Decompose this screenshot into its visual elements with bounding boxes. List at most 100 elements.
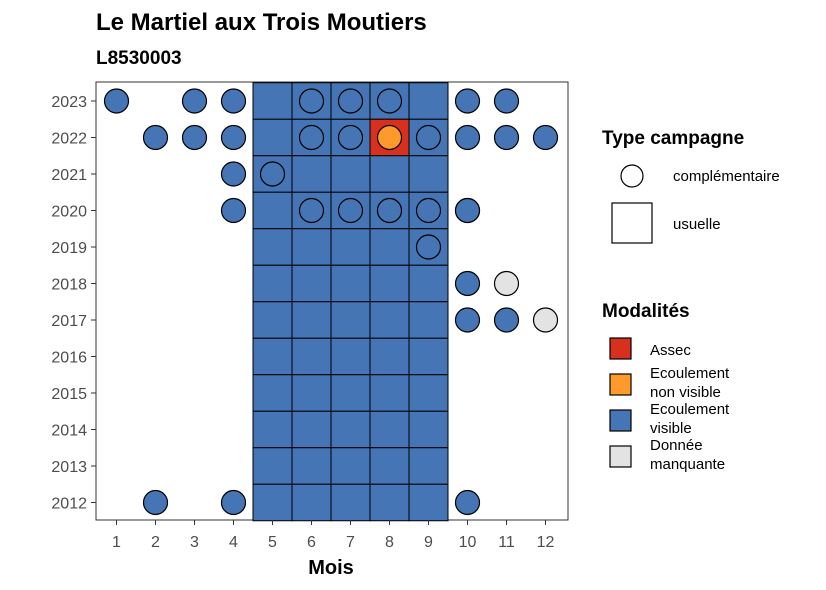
tile-2013-8 (369, 447, 410, 485)
y-tick-label-2019: 2019 (51, 240, 87, 257)
circle-2022-11-16 (493, 124, 520, 151)
circle-2020-10-27 (454, 197, 481, 224)
tile-2015-6 (291, 374, 332, 412)
tile-2014-6 (291, 410, 332, 449)
legend-shape-label-complementaire: complémentaire (673, 168, 780, 185)
tile-2013-6 (291, 447, 332, 485)
tile-2022-5 (252, 118, 293, 157)
tile-2013-9 (408, 447, 449, 485)
y-tick-label-2017: 2017 (51, 313, 87, 330)
circle-2022-2-8 (142, 124, 169, 151)
legend-type-campagne: Type campagne complémentaire usuelle (602, 128, 780, 244)
circle-2021-5-19 (259, 161, 286, 187)
circle-2017-11-32 (493, 307, 520, 333)
tile-2014-7 (330, 410, 371, 449)
tile-2013-5 (252, 447, 293, 485)
x-tick-label-11: 11 (498, 534, 515, 551)
tile-2015-8 (369, 374, 410, 412)
x-tick-label-3: 3 (190, 534, 199, 551)
circle-2020-7-22 (337, 197, 364, 224)
circle-2021-4-18 (220, 161, 247, 187)
tile-2018-9 (408, 264, 449, 303)
tile-2018-5 (252, 264, 293, 303)
x-tick-label-12: 12 (537, 534, 555, 551)
tile-2020-5 (252, 191, 293, 230)
tile-2017-8 (369, 301, 410, 339)
legend-shape-label-usuelle: usuelle (673, 216, 721, 233)
tile-2015-7 (330, 374, 371, 412)
tile-2014-8 (369, 410, 410, 449)
tile-2017-5 (252, 301, 293, 339)
y-tick-label-2016: 2016 (51, 350, 87, 367)
tile-2012-6 (291, 483, 332, 522)
y-tick-label-2012: 2012 (51, 496, 87, 513)
circle-2020-6-21 (298, 197, 325, 224)
circle-2022-9-14 (415, 124, 442, 151)
tile-2016-8 (369, 337, 410, 376)
circle-2023-7-4 (337, 88, 364, 114)
tile-2023-9 (408, 82, 449, 120)
legend-fill-title: Modalités (602, 301, 690, 322)
y-tick-label-2013: 2013 (51, 459, 87, 476)
tile-2021-6 (291, 155, 332, 193)
tile-2019-7 (330, 228, 371, 266)
legend-key-nonvisible (609, 373, 632, 396)
tile-2017-7 (330, 301, 371, 339)
legend-key-manquante (609, 445, 632, 468)
circle-2022-10-15 (454, 124, 481, 151)
tile-2019-5 (252, 228, 293, 266)
legend-label-nonvisible-line-2: non visible (650, 384, 721, 401)
y-tick-label-2018: 2018 (51, 277, 87, 294)
tile-2019-8 (369, 228, 410, 266)
x-tick-label-4: 4 (229, 534, 238, 551)
tile-2021-7 (330, 155, 371, 193)
legend-label-manquante-line-1: Donnée (650, 437, 703, 454)
tile-2015-9 (408, 374, 449, 412)
tile-2023-5 (252, 82, 293, 120)
circle-2018-11-30 (493, 270, 520, 297)
chart-subtitle: L8530003 (96, 48, 182, 69)
circle-2012-2-34 (142, 489, 169, 516)
circle-2022-4-10 (220, 124, 247, 151)
tile-2016-9 (408, 337, 449, 376)
circle-2022-12-17 (532, 124, 559, 151)
tile-2016-5 (252, 337, 293, 376)
circle-2022-7-12 (337, 124, 364, 151)
circle-layer (103, 88, 559, 516)
legend-square-key (611, 202, 653, 244)
tile-2021-8 (369, 155, 410, 193)
tile-2012-9 (408, 483, 449, 522)
circle-2023-10-6 (454, 88, 481, 114)
x-axis: 1 2 3 4 5 6 7 8 9 10 11 12 (112, 520, 555, 551)
tile-2013-7 (330, 447, 371, 485)
legend-label-visible-line-1: Ecoulement (650, 401, 730, 418)
circle-2018-10-29 (454, 270, 481, 297)
legend-key-assec (609, 337, 632, 360)
circle-2012-10-36 (454, 489, 481, 516)
tile-2015-5 (252, 374, 293, 412)
tile-2014-9 (408, 410, 449, 449)
y-tick-label-2015: 2015 (51, 386, 87, 403)
y-tick-label-2021: 2021 (51, 167, 87, 184)
tile-2017-6 (291, 301, 332, 339)
circle-2020-8-24 (376, 197, 403, 224)
x-tick-label-1: 1 (112, 534, 121, 551)
tile-2018-7 (330, 264, 371, 303)
tile-2018-6 (291, 264, 332, 303)
tile-2012-8 (369, 483, 410, 522)
x-tick-label-2: 2 (151, 534, 160, 551)
x-tick-label-6: 6 (307, 534, 316, 551)
legend-label-assec: Assec (650, 342, 691, 359)
tile-2021-9 (408, 155, 449, 193)
circle-2017-10-31 (454, 307, 481, 333)
tile-2016-6 (291, 337, 332, 376)
tile-layer (252, 82, 449, 522)
circle-2020-4-20 (220, 197, 247, 224)
x-tick-label-9: 9 (424, 534, 433, 551)
circle-2017-12-33 (532, 307, 559, 333)
circle-2023-1-0 (103, 88, 130, 114)
circle-2023-11-7 (493, 88, 520, 114)
tile-2012-5 (252, 483, 293, 522)
